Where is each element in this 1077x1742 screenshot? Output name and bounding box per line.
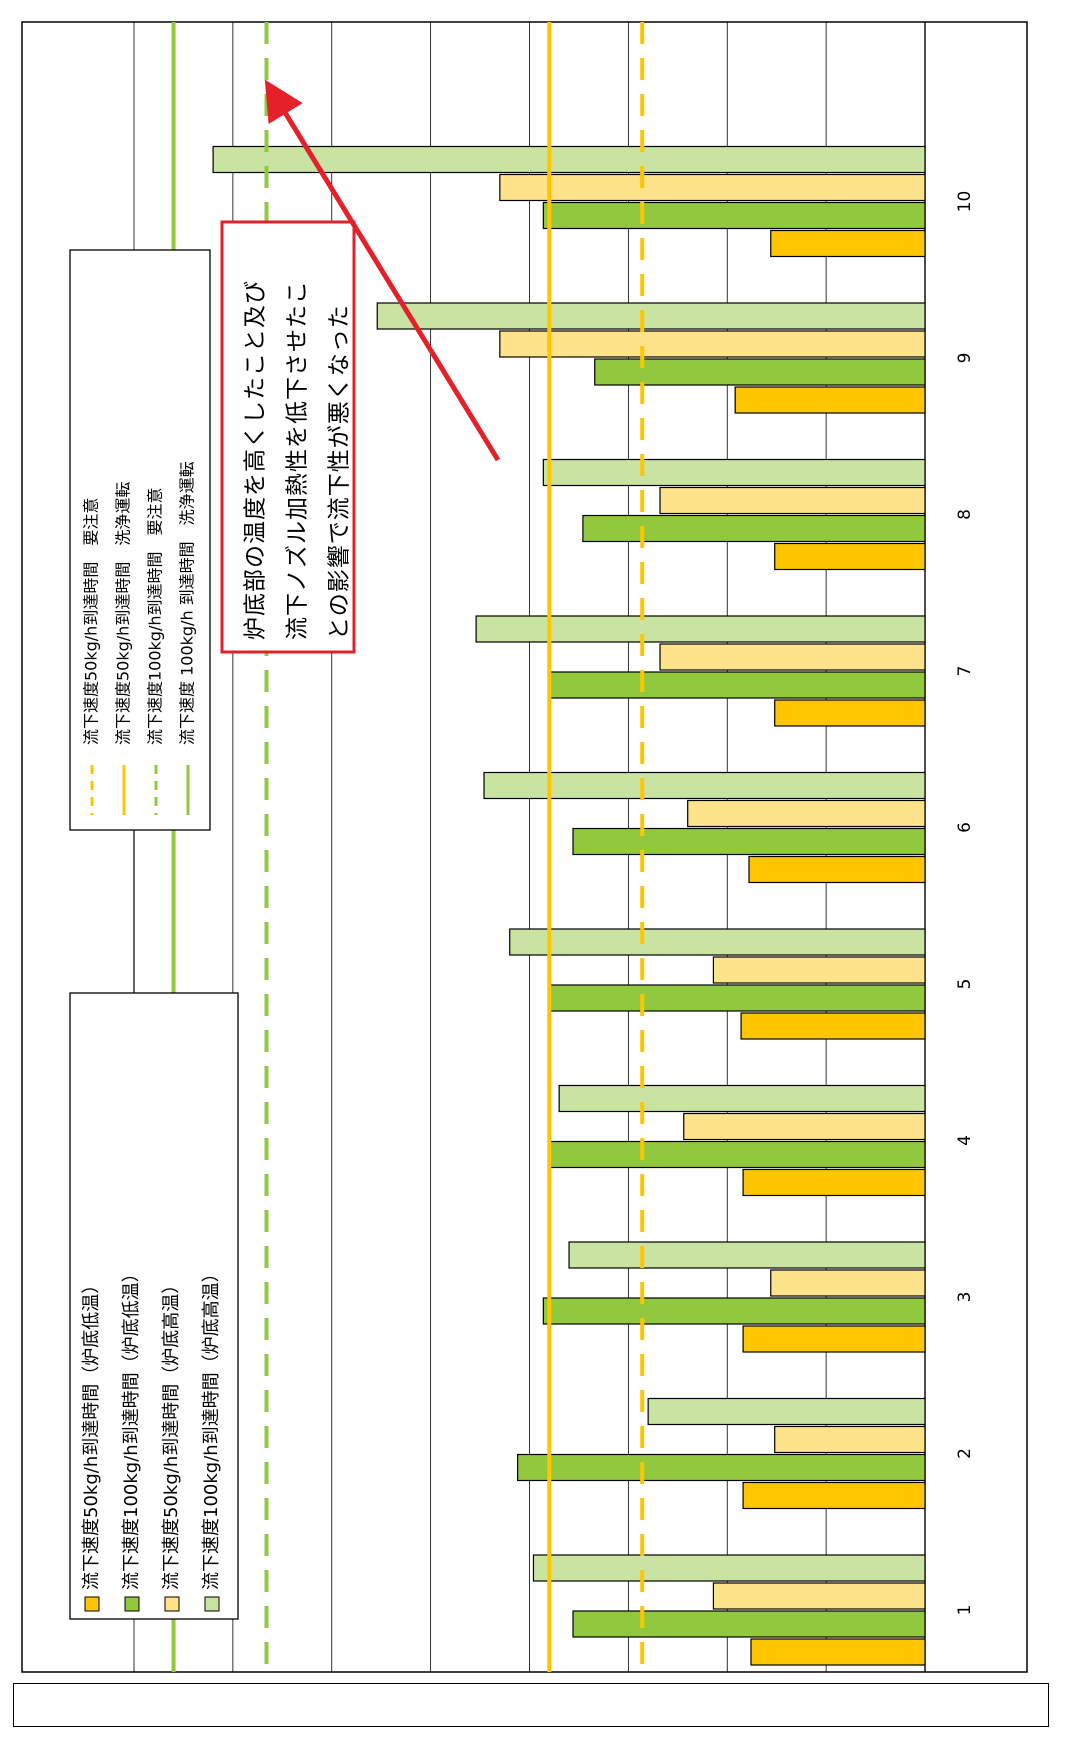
bar-series3-cat10 [499,173,926,202]
bar-series2-cat10 [542,201,926,230]
bar-series4-cat10 [212,145,926,174]
bar-series4-cat3 [568,1241,926,1269]
bar-series2-cat2 [517,1453,926,1482]
bar-series4-cat2 [647,1397,926,1426]
bar-series2-cat6 [572,827,926,856]
bar-series2-cat9 [594,358,926,386]
category-tick-label: 3 [955,1292,975,1303]
legend-line-label: 流下速度 100kg/h 到達時間 洗浄運転 [178,461,197,745]
bar-series3-cat4 [683,1112,926,1141]
bar-series1-cat8 [774,542,926,571]
bar-series1-cat7 [774,699,926,727]
bar-series3-cat8 [659,486,926,515]
annotation-text-line: 流下ノズル加熱性を低下させたこ [285,280,311,640]
bar-series1-cat5 [740,1012,926,1040]
bar-series4-cat5 [509,928,926,956]
bar-series2-cat5 [548,984,926,1012]
bar-series3-cat6 [687,799,926,828]
annotation-box [220,220,356,654]
legend-bar-label: 流下速度100kg/h到達時間（炉底高温） [201,1264,222,1590]
legend-bar-label: 流下速度50kg/h到達時間（炉底高温） [161,1276,182,1590]
bar-series3-cat3 [770,1269,926,1297]
category-tick-label: 5 [955,979,975,990]
bar-series4-cat1 [532,1554,926,1582]
bar-series1-cat10 [770,229,926,258]
legend-bar-label: 流下速度50kg/h到達時間（炉底低温） [81,1276,102,1590]
bar-series4-cat9 [376,302,926,330]
bar-series4-cat6 [483,771,926,800]
legend-line-label: 流下速度100kg/h到達時間 要注意 [146,488,165,746]
category-tick-label: 9 [955,353,975,364]
bar-series4-cat7 [475,615,926,643]
bar-series3-cat7 [659,643,926,671]
bar-series1-cat9 [734,386,926,414]
category-tick-label: 10 [955,191,975,213]
annotation-text-line: との影響で流下性が悪くなった [327,304,353,640]
bar-series2-cat3 [542,1297,926,1325]
bar-series1-cat4 [742,1168,926,1197]
category-tick-labels: 1 2 3 4 5 6 7 8 9 10 [955,191,975,1616]
bar-series4-cat8 [542,458,926,487]
bar-series2-cat4 [548,1140,926,1169]
caption-box [13,1683,1049,1727]
legend-bar-label: 流下速度100kg/h到達時間（炉底低温） [121,1264,142,1590]
bar-series3-cat2 [774,1425,926,1454]
category-tick-label: 2 [955,1448,975,1459]
bar-series1-cat2 [742,1481,926,1510]
bar-series3-cat5 [712,956,926,984]
legend-swatch [164,1596,180,1612]
bar-group [212,145,926,1666]
category-tick-label: 8 [955,509,975,520]
bar-series2-cat8 [582,514,926,543]
bar-series4-cat4 [558,1084,926,1113]
legend-swatch [124,1596,140,1612]
bar-series1-cat1 [750,1638,926,1666]
bar-series2-cat1 [572,1610,926,1638]
category-tick-label: 7 [955,666,975,677]
legend-line-label: 流下速度50kg/h到達時間 要注意 [82,498,101,745]
legend-swatch [204,1596,220,1612]
bar-series3-cat9 [499,330,926,358]
legend-bars-box [69,992,239,1620]
bar-series1-cat3 [742,1325,926,1353]
annotation-arrow [264,79,501,462]
annotation: 炉底部の温度を高くしたこと及び 流下ノズル加熱性を低下させたこ との影響で流下性が悪… [220,79,501,654]
bar-series2-cat7 [548,671,926,699]
category-tick-label: 1 [955,1605,975,1616]
legend: 流下速度50kg/h到達時間（炉底低温） 流下速度100kg/h到達時間（炉底低温… [69,249,239,1620]
legend-line-label: 流下速度50kg/h到達時間 洗浄運転 [114,482,133,745]
category-tick-label: 4 [955,1135,975,1146]
bar-series1-cat6 [748,855,926,884]
bar-series3-cat1 [712,1582,926,1610]
annotation-text-line: 炉底部の温度を高くしたこと及び [243,280,269,640]
legend-lines-box [69,249,211,831]
category-tick-label: 6 [955,822,975,833]
legend-swatch [84,1596,100,1612]
